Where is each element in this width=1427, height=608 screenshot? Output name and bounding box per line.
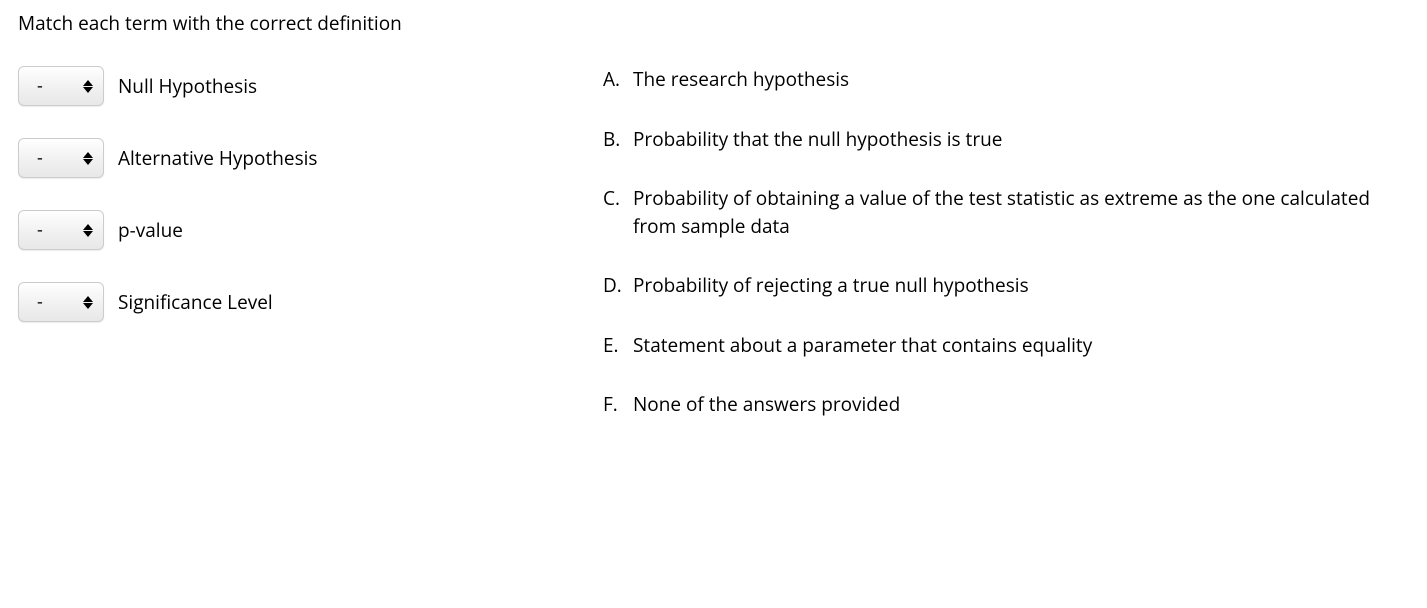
terms-column: - Null Hypothesis - Alternative Hypothes… <box>18 66 583 451</box>
term-row: - Significance Level <box>18 282 583 322</box>
definition-item: F. None of the answers provided <box>603 391 1409 419</box>
term-row: - p-value <box>18 210 583 250</box>
term-label: Alternative Hypothesis <box>118 145 317 171</box>
definition-letter: B. <box>603 126 625 154</box>
term-select-alternative-hypothesis[interactable]: - <box>18 138 104 178</box>
definition-text: Probability that the null hypothesis is … <box>633 126 1409 154</box>
term-row: - Alternative Hypothesis <box>18 138 583 178</box>
term-select-significance-level[interactable]: - <box>18 282 104 322</box>
definition-text: The research hypothesis <box>633 66 1409 94</box>
term-select-null-hypothesis[interactable]: - <box>18 66 104 106</box>
select-value: - <box>37 218 43 242</box>
term-row: - Null Hypothesis <box>18 66 583 106</box>
select-value: - <box>37 74 43 98</box>
definition-letter: E. <box>603 332 625 360</box>
definition-item: D. Probability of rejecting a true null … <box>603 272 1409 300</box>
definitions-column: A. The research hypothesis B. Probabilit… <box>603 66 1409 451</box>
definition-letter: A. <box>603 66 625 94</box>
updown-icon <box>83 296 93 309</box>
updown-icon <box>83 152 93 165</box>
definition-text: Probability of obtaining a value of the … <box>633 185 1409 240</box>
definition-letter: D. <box>603 272 625 300</box>
definition-item: E. Statement about a parameter that cont… <box>603 332 1409 360</box>
definition-text: Probability of rejecting a true null hyp… <box>633 272 1409 300</box>
select-value: - <box>37 290 43 314</box>
term-label: Null Hypothesis <box>118 73 257 99</box>
definition-item: A. The research hypothesis <box>603 66 1409 94</box>
definition-letter: F. <box>603 391 625 419</box>
select-value: - <box>37 146 43 170</box>
matching-columns: - Null Hypothesis - Alternative Hypothes… <box>18 66 1409 451</box>
question-prompt: Match each term with the correct definit… <box>18 10 1409 36</box>
term-label: p-value <box>118 217 183 243</box>
term-select-p-value[interactable]: - <box>18 210 104 250</box>
updown-icon <box>83 224 93 237</box>
term-label: Significance Level <box>118 289 273 315</box>
definition-item: C. Probability of obtaining a value of t… <box>603 185 1409 240</box>
definition-text: Statement about a parameter that contain… <box>633 332 1409 360</box>
definition-text: None of the answers provided <box>633 391 1409 419</box>
definition-letter: C. <box>603 185 625 240</box>
definition-item: B. Probability that the null hypothesis … <box>603 126 1409 154</box>
updown-icon <box>83 80 93 93</box>
